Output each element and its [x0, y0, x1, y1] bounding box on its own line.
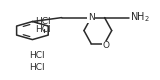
Text: HCl: HCl — [36, 25, 51, 34]
Text: HCl: HCl — [29, 51, 45, 60]
Text: HCl: HCl — [29, 63, 45, 72]
Text: NH$_2$: NH$_2$ — [130, 11, 150, 24]
Text: N: N — [88, 13, 94, 22]
Text: O: O — [103, 41, 110, 50]
Text: HCl: HCl — [36, 17, 51, 26]
